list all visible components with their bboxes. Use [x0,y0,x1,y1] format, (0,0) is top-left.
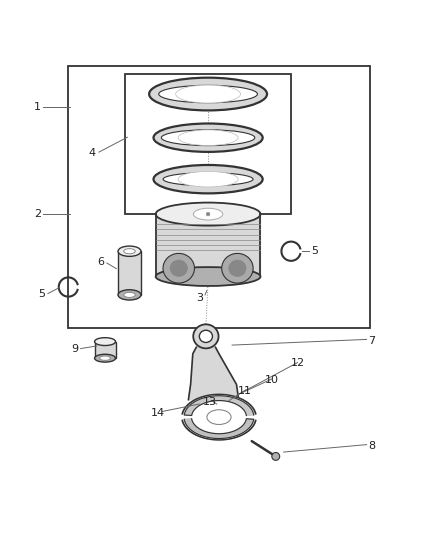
Ellipse shape [194,208,223,220]
Ellipse shape [153,165,263,193]
Polygon shape [182,420,256,440]
Ellipse shape [124,248,135,254]
Bar [125,75,291,214]
Ellipse shape [161,130,255,146]
Text: 3: 3 [196,293,203,303]
Text: 9: 9 [71,344,78,354]
Text: 14: 14 [151,408,165,418]
Ellipse shape [118,290,141,300]
Ellipse shape [199,330,212,343]
Text: 5: 5 [311,246,318,256]
Ellipse shape [155,267,261,286]
Text: 11: 11 [238,386,252,396]
Ellipse shape [149,78,267,110]
Text: 6: 6 [98,257,105,267]
Ellipse shape [207,410,231,424]
Text: 8: 8 [368,440,375,450]
Bar [118,251,141,295]
Polygon shape [184,419,254,439]
Text: 12: 12 [290,358,305,368]
Text: 5: 5 [39,288,46,298]
Polygon shape [184,395,254,416]
Ellipse shape [178,172,238,187]
Polygon shape [182,394,256,415]
Text: 2: 2 [34,209,41,219]
Ellipse shape [99,356,110,360]
Ellipse shape [95,354,116,362]
Bar [68,66,370,328]
Bar [95,342,116,358]
Ellipse shape [176,85,240,103]
Polygon shape [155,214,261,277]
Ellipse shape [155,203,261,225]
Ellipse shape [159,85,258,103]
Ellipse shape [95,338,116,345]
Text: 7: 7 [368,336,375,346]
Ellipse shape [206,212,210,216]
Ellipse shape [193,325,219,349]
Ellipse shape [170,260,187,277]
Text: 10: 10 [265,375,279,385]
Ellipse shape [153,124,263,152]
Ellipse shape [229,260,246,277]
Ellipse shape [163,173,253,185]
Polygon shape [188,348,239,400]
Text: 4: 4 [89,148,96,158]
Ellipse shape [272,453,280,461]
Ellipse shape [222,253,253,283]
Ellipse shape [124,292,135,297]
Ellipse shape [118,246,141,256]
Ellipse shape [178,130,238,146]
Text: 13: 13 [203,397,217,407]
Ellipse shape [163,253,194,283]
Text: 1: 1 [34,102,41,112]
